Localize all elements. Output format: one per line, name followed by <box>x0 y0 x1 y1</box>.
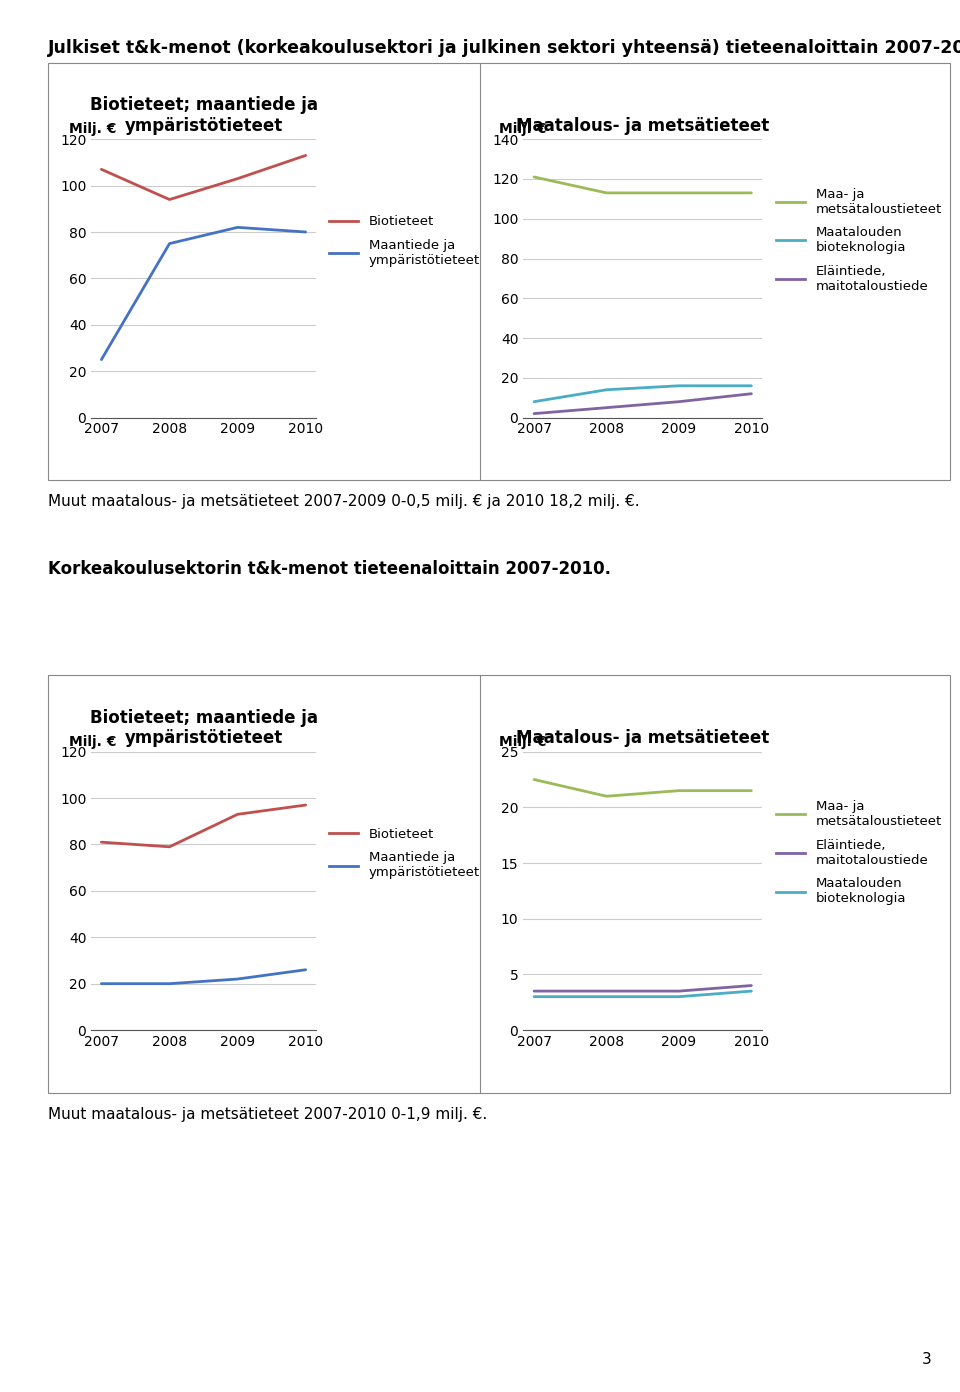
Text: Milj. €: Milj. € <box>69 735 116 749</box>
Text: Muut maatalous- ja metsätieteet 2007-2009 0-0,5 milj. € ja 2010 18,2 milj. €.: Muut maatalous- ja metsätieteet 2007-200… <box>48 494 639 509</box>
Text: Muut maatalous- ja metsätieteet 2007-2010 0-1,9 milj. €.: Muut maatalous- ja metsätieteet 2007-201… <box>48 1107 488 1122</box>
Legend: Maa- ja
metsätaloustieteet, Eläintiede,
maitotaloustiede, Maatalouden
bioteknolo: Maa- ja metsätaloustieteet, Eläintiede, … <box>776 800 942 905</box>
Text: Milj. €: Milj. € <box>499 735 546 749</box>
Text: Milj. €: Milj. € <box>69 122 116 136</box>
Title: Biotieteet; maantiede ja
ympäristötieteet: Biotieteet; maantiede ja ympäristötietee… <box>89 709 318 748</box>
Text: Milj. €: Milj. € <box>499 122 546 136</box>
Title: Biotieteet; maantiede ja
ympäristötieteet: Biotieteet; maantiede ja ympäristötietee… <box>89 96 318 135</box>
Text: 3: 3 <box>922 1352 931 1367</box>
Title: Maatalous- ja metsätieteet: Maatalous- ja metsätieteet <box>516 729 769 748</box>
Title: Maatalous- ja metsätieteet: Maatalous- ja metsätieteet <box>516 117 769 135</box>
Legend: Biotieteet, Maantiede ja
ympäristötieteet: Biotieteet, Maantiede ja ympäristötietee… <box>329 828 480 880</box>
Text: Korkeakoulusektorin t&k-menot tieteenaloittain 2007-2010.: Korkeakoulusektorin t&k-menot tieteenalo… <box>48 560 611 578</box>
Legend: Maa- ja
metsätaloustieteet, Maatalouden
bioteknologia, Eläintiede,
maitotalousti: Maa- ja metsätaloustieteet, Maatalouden … <box>776 188 942 292</box>
Legend: Biotieteet, Maantiede ja
ympäristötieteet: Biotieteet, Maantiede ja ympäristötietee… <box>329 216 480 267</box>
Text: Julkiset t&k-menot (korkeakoulusektori ja julkinen sektori yhteensä) tieteenaloi: Julkiset t&k-menot (korkeakoulusektori j… <box>48 39 960 57</box>
